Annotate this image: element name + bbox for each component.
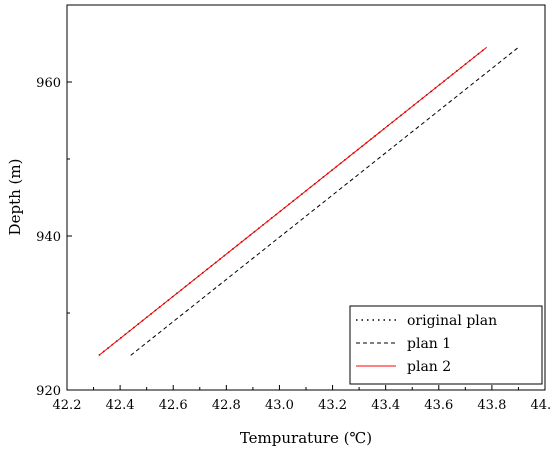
legend-label-plan-2: plan 2 — [407, 359, 451, 375]
legend: original plan plan 1 plan 2 — [349, 305, 543, 385]
y-axis-ticks: 920 940 960 — [36, 4, 72, 399]
x-tick-label: 42.6 — [159, 398, 188, 413]
y-tick-label: 940 — [36, 230, 61, 245]
legend-box — [349, 305, 543, 385]
x-tick-label: 43.6 — [424, 398, 453, 413]
x-axis-ticks: 42.2 42.4 42.6 42.8 43.0 43.2 43.4 43.6 43.8 44.0 — [53, 385, 550, 413]
x-tick-label: 42.8 — [212, 398, 241, 413]
legend-label-plan-1: plan 1 — [407, 336, 451, 352]
y-axis-title: Depth (m) — [6, 159, 24, 236]
x-axis-title: Tempurature (℃) — [240, 429, 372, 447]
x-tick-label: 43.0 — [265, 398, 294, 413]
y-tick-label: 920 — [36, 384, 61, 399]
x-tick-label: 43.2 — [318, 398, 347, 413]
x-tick-label: 42.2 — [53, 398, 82, 413]
series-line-plan-2 — [98, 46, 487, 356]
x-tick-label: 44.0 — [531, 398, 550, 413]
series-line-plan-1 — [130, 46, 519, 356]
x-tick-label: 43.8 — [477, 398, 506, 413]
x-tick-label: 43.4 — [371, 398, 400, 413]
series-layer — [98, 46, 519, 356]
legend-label-original-plan: original plan — [407, 313, 497, 329]
x-tick-label: 42.4 — [106, 398, 135, 413]
y-tick-label: 960 — [36, 76, 61, 91]
